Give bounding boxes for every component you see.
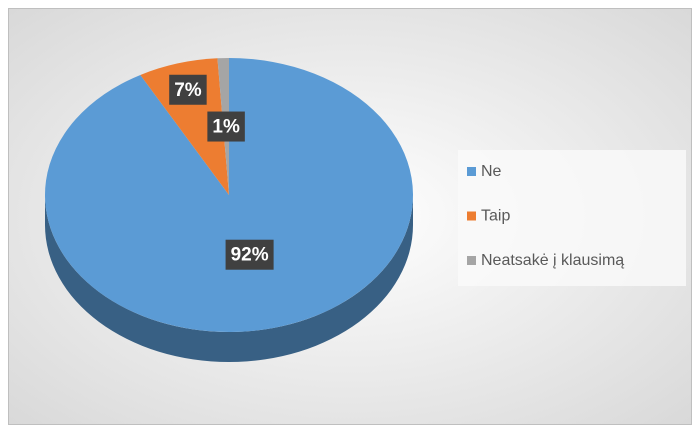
pie-slice — [44, 58, 413, 332]
legend-label: Taip — [481, 208, 510, 225]
data-labels: 92% 7% 1% — [169, 74, 274, 270]
data-label-text: 92% — [231, 245, 269, 266]
data-label-text: 7% — [174, 80, 202, 101]
legend-label: Neatsakė į klausimą — [481, 252, 624, 269]
legend-label: Ne — [481, 163, 502, 180]
data-label: 92% — [225, 239, 274, 270]
data-label: 7% — [169, 74, 207, 105]
legend: Ne Taip Neatsakė į klausimą — [467, 163, 624, 269]
data-label-box — [207, 111, 245, 142]
data-label: 1% — [207, 111, 245, 142]
legend-swatch — [467, 256, 476, 265]
data-label-text: 1% — [212, 117, 240, 138]
legend-swatch — [467, 167, 476, 176]
pie-slice — [140, 58, 229, 195]
data-label-box — [225, 239, 274, 270]
legend-swatch — [467, 211, 476, 221]
pie-side — [45, 195, 413, 362]
legend-box — [458, 150, 686, 286]
pie — [44, 58, 413, 362]
data-label-box — [169, 74, 207, 105]
